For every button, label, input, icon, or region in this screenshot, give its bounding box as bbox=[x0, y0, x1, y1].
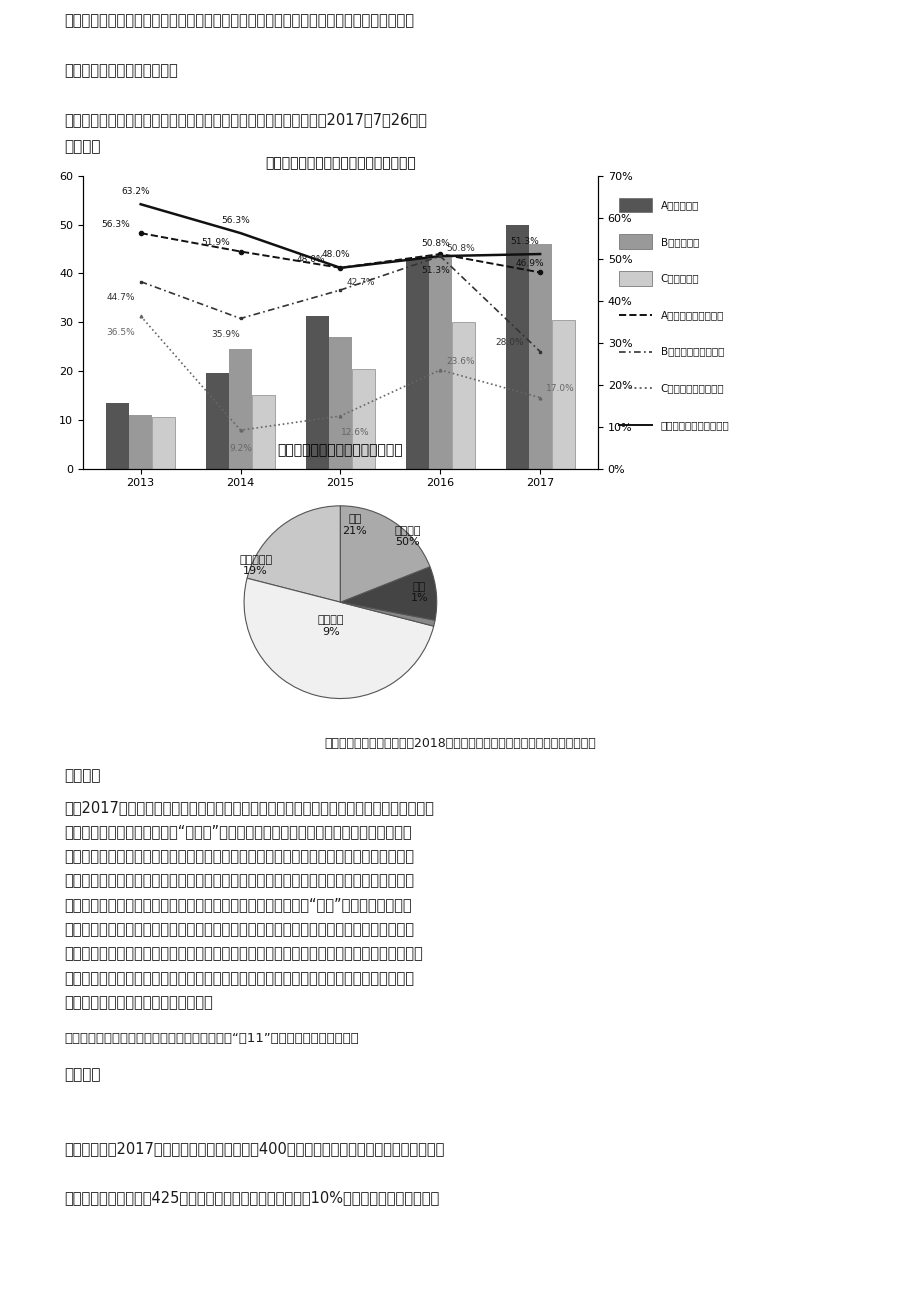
Text: 50.8%: 50.8% bbox=[420, 238, 449, 247]
Text: C企业业务量年增长率: C企业业务量年增长率 bbox=[660, 383, 723, 393]
Text: B企业业务量年增长率: B企业业务量年增长率 bbox=[660, 346, 723, 357]
Bar bbox=[505, 224, 528, 469]
Text: 12.6%: 12.6% bbox=[341, 428, 369, 437]
Text: 51.3%: 51.3% bbox=[510, 237, 539, 246]
Bar bbox=[106, 402, 129, 469]
Text: 务体验，就能减少矛盾纠纷。: 务体验，就能减少矛盾纠纷。 bbox=[64, 62, 178, 78]
Wedge shape bbox=[244, 578, 433, 698]
Bar bbox=[206, 372, 229, 469]
Text: （摘编自何鼎鼎《加速补齐快递业的治理短板》，《人民日报》2017年7月26日）: （摘编自何鼎鼎《加速补齐快递业的治理短板》，《人民日报》2017年7月26日） bbox=[64, 113, 426, 128]
Text: 材料二：: 材料二： bbox=[64, 139, 101, 154]
Text: 中国快递业务量年增长率: 中国快递业务量年增长率 bbox=[660, 419, 729, 430]
Text: 51.3%: 51.3% bbox=[420, 266, 449, 275]
Wedge shape bbox=[247, 505, 340, 602]
Text: 其他
1%: 其他 1% bbox=[410, 582, 427, 603]
Text: 材料三：: 材料三： bbox=[64, 768, 101, 784]
Text: A企业业务量年增长率: A企业业务量年增长率 bbox=[660, 310, 723, 320]
Text: B企业业务量: B企业业务量 bbox=[660, 237, 698, 246]
Text: 56.3%: 56.3% bbox=[221, 216, 250, 225]
Text: 44.7%: 44.7% bbox=[107, 293, 135, 302]
Text: 46.9%: 46.9% bbox=[516, 259, 544, 268]
Text: 42.7%: 42.7% bbox=[346, 279, 374, 286]
Text: 服务方便性
19%: 服务方便性 19% bbox=[239, 555, 272, 577]
Bar bbox=[129, 415, 152, 469]
Bar bbox=[551, 320, 574, 469]
Title: 消费者选择快递品牌时考虑的因素: 消费者选择快递品牌时考虑的因素 bbox=[278, 443, 403, 457]
Bar bbox=[152, 418, 175, 469]
Bar bbox=[528, 245, 551, 469]
Text: （摘编自新华网《国家邮政局副局长刺君谈“双11”：黑科技改变快递业》）: （摘编自新华网《国家邮政局副局长刺君谈“双11”：黑科技改变快递业》） bbox=[64, 1031, 358, 1044]
Bar bbox=[351, 368, 374, 469]
Text: 是科技产业，与互联网发展一脉相承。: 是科技产业，与互联网发展一脉相承。 bbox=[64, 995, 213, 1010]
Text: 规的正能量、规范交易过程、提升专业水平，信任成本就会降下来；优化数据管理、改善服: 规的正能量、规范交易过程、提升专业水平，信任成本就会降下来；优化数据管理、改善服 bbox=[64, 13, 414, 29]
Text: 48.0%: 48.0% bbox=[296, 255, 324, 263]
Text: 2017年，人工智能、大数据、云计算等纷纷在快递业找到了应用切入点。自动分拣、无: 2017年，人工智能、大数据、云计算等纷纷在快递业找到了应用切入点。自动分拣、无 bbox=[64, 799, 434, 815]
Text: 服务速度
50%: 服务速度 50% bbox=[394, 526, 421, 547]
Text: C企业业务量: C企业业务量 bbox=[660, 273, 698, 284]
Text: （摘编自中国产业信息网《2018年中国快递行业发展现状及市场前景预测》）: （摘编自中国产业信息网《2018年中国快递行业发展现状及市场前景预测》） bbox=[323, 737, 596, 750]
Bar bbox=[306, 316, 329, 469]
Wedge shape bbox=[340, 566, 437, 620]
Text: 据统计，2017年全年中国快递业务量达到400亿件。仅去年一年，包装快递所用胶带总: 据统计，2017年全年中国快递业务量达到400亿件。仅去年一年，包装快递所用胶带… bbox=[64, 1141, 444, 1156]
Wedge shape bbox=[340, 505, 429, 602]
Text: 人机、无人仓、无人车等一批“黑科技”闪亮登场，自动分拣成行业标配，智慧仓储树行业: 人机、无人仓、无人车等一批“黑科技”闪亮登场，自动分拣成行业标配，智慧仓储树行业 bbox=[64, 824, 412, 840]
Text: 价格
21%: 价格 21% bbox=[342, 514, 367, 536]
Bar bbox=[252, 396, 275, 469]
Text: 50.8%: 50.8% bbox=[446, 243, 474, 253]
Bar bbox=[329, 337, 351, 469]
Text: 长度就可以绕地球赤道425圏，纸板和塑料的实际回收率不到10%，包装物总体回收率不到: 长度就可以绕地球赤道425圏，纸板和塑料的实际回收率不到10%，包装物总体回收率… bbox=[64, 1190, 439, 1204]
Text: A企业业务量: A企业业务量 bbox=[660, 201, 698, 210]
FancyBboxPatch shape bbox=[618, 198, 652, 212]
Bar bbox=[451, 323, 474, 469]
Text: 而且很大程度上是一个领先者。创新始终是牌引行业不断前行的根本动力，快递业归根结底: 而且很大程度上是一个领先者。创新始终是牌引行业不断前行的根本动力，快递业归根结底 bbox=[64, 971, 414, 986]
Text: 标杆，无人机成为行业网红。快递行业自动化智能化水平持续提升，各类先进技术开始以最: 标杆，无人机成为行业网红。快递行业自动化智能化水平持续提升，各类先进技术开始以最 bbox=[64, 849, 414, 863]
Text: 快速度进入快递业，最新科技成果密集落地。科技创新正在深刻改变着这样一个传统行业，: 快速度进入快递业，最新科技成果密集落地。科技创新正在深刻改变着这样一个传统行业， bbox=[64, 874, 414, 888]
FancyBboxPatch shape bbox=[618, 271, 652, 285]
Text: 63.2%: 63.2% bbox=[121, 186, 150, 195]
Text: 了人工成本，也提升了用户快递体验。有理由相信中国快递企业将成为智慧物流重要参与者，: 了人工成本，也提升了用户快递体验。有理由相信中国快递企业将成为智慧物流重要参与者… bbox=[64, 947, 423, 961]
Text: 服务态度
9%: 服务态度 9% bbox=[317, 616, 344, 637]
Title: 中国快递龙头企业业务量（亿件）及增速: 中国快递龙头企业业务量（亿件）及增速 bbox=[265, 156, 415, 171]
Text: 正是这些科技的应用不断拉升产业发展水平。目前快递前端变为“巴枪”收寄，作业组织实: 正是这些科技的应用不断拉升产业发展水平。目前快递前端变为“巴枪”收寄，作业组织实 bbox=[64, 897, 412, 913]
Text: 35.9%: 35.9% bbox=[211, 331, 240, 340]
Bar bbox=[428, 256, 451, 469]
Text: 56.3%: 56.3% bbox=[101, 220, 130, 229]
Text: 9.2%: 9.2% bbox=[229, 444, 252, 453]
Text: 17.0%: 17.0% bbox=[545, 384, 573, 393]
Text: 材料四：: 材料四： bbox=[64, 1068, 101, 1083]
FancyBboxPatch shape bbox=[618, 234, 652, 249]
Text: 23.6%: 23.6% bbox=[446, 357, 474, 366]
Text: 28.0%: 28.0% bbox=[495, 339, 524, 348]
Text: 36.5%: 36.5% bbox=[107, 328, 135, 337]
Bar bbox=[229, 349, 252, 469]
Bar bbox=[405, 259, 428, 469]
Text: 48.0%: 48.0% bbox=[321, 250, 349, 259]
Wedge shape bbox=[340, 602, 435, 626]
Text: 现智能化分拣，末端投递实现无人机、无人车配送，这些改变极大地提高了工作效率、节约: 现智能化分拣，末端投递实现无人机、无人车配送，这些改变极大地提高了工作效率、节约 bbox=[64, 922, 414, 937]
Text: 51.9%: 51.9% bbox=[201, 238, 230, 247]
